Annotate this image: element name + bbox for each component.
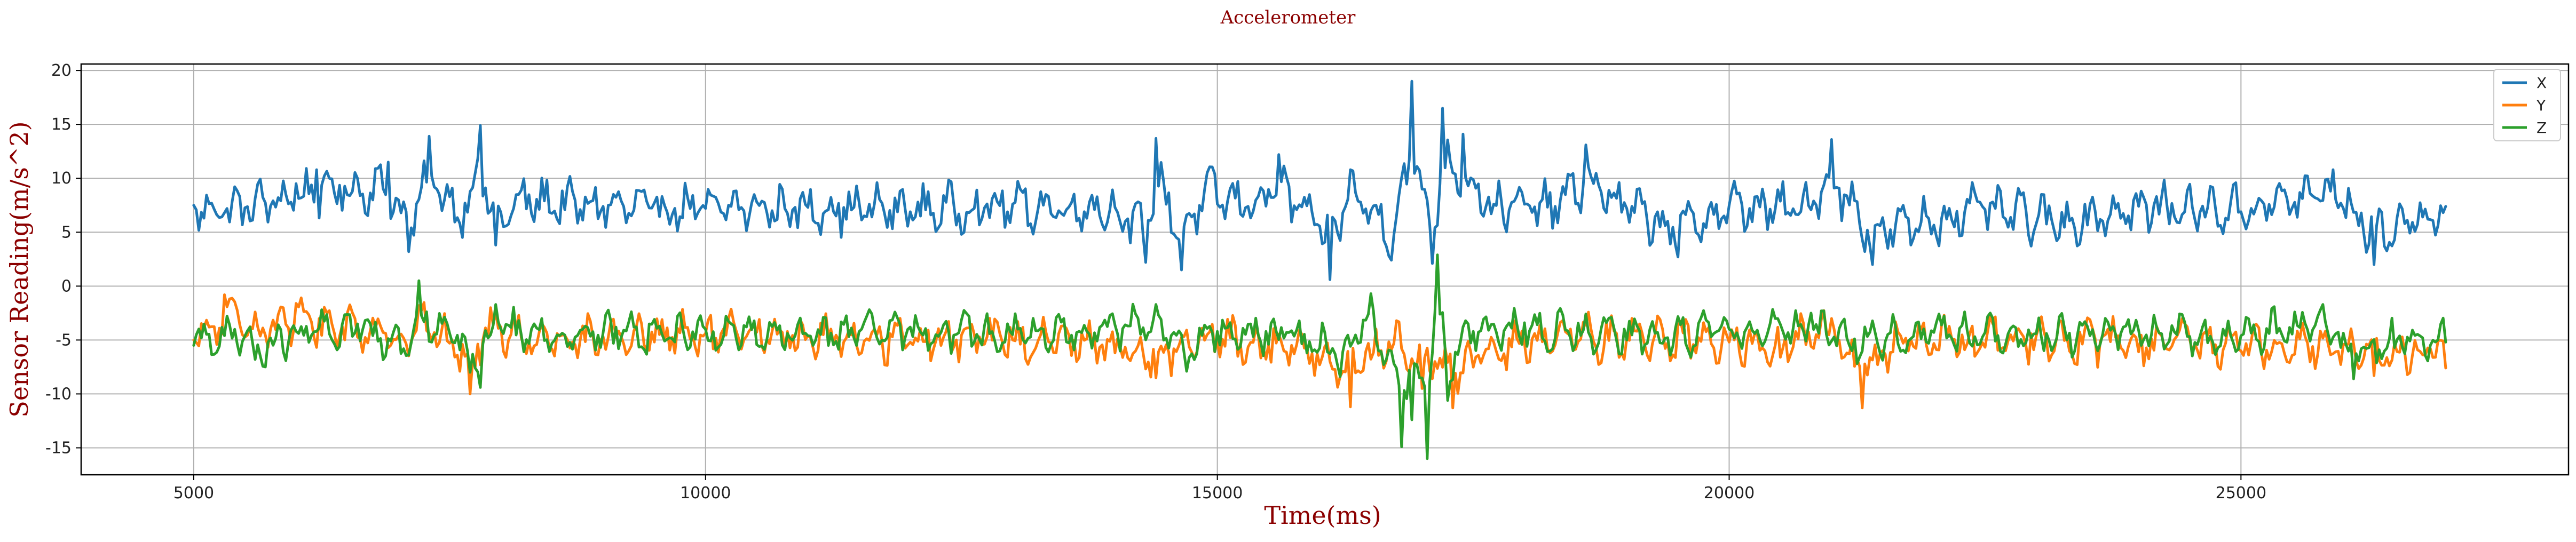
y-tick-label: 20 <box>51 61 72 80</box>
legend-label-y: Y <box>2536 97 2546 114</box>
series-line-z <box>192 253 2447 460</box>
legend: X Y Z <box>2493 69 2561 141</box>
x-axis-label: Time(ms) <box>1264 501 1381 530</box>
y-tick-label: 10 <box>51 169 72 188</box>
x-tick-label: 25000 <box>2216 484 2266 503</box>
x-tick-label: 10000 <box>680 484 731 503</box>
grid-layer <box>81 64 2569 475</box>
series-layer <box>192 79 2447 460</box>
y-tick-label: 15 <box>51 115 72 134</box>
y-tick-label: 0 <box>61 277 72 296</box>
x-tick-label: 15000 <box>1192 484 1243 503</box>
legend-box <box>2493 69 2561 141</box>
y-tick-label: -5 <box>56 331 72 349</box>
x-tick-label: 20000 <box>1704 484 1755 503</box>
x-tick-label: 5000 <box>173 484 214 503</box>
axes-frame <box>80 63 2570 476</box>
legend-label-z: Z <box>2537 119 2547 137</box>
legend-label-x: X <box>2537 74 2547 92</box>
chart-title: Accelerometer <box>1220 7 1356 28</box>
series-line-y <box>192 293 2447 410</box>
y-tick-label: 5 <box>61 223 72 242</box>
tick-layer: 5000 10000 15000 20000 25000 -15 -10 -5 0 5 10 15 20 <box>45 61 2266 503</box>
y-axis-label: Sensor Reading(m/s^2) <box>5 121 34 417</box>
series-line-x <box>192 79 2447 281</box>
y-tick-label: -15 <box>45 439 72 457</box>
y-tick-label: -10 <box>45 385 72 403</box>
